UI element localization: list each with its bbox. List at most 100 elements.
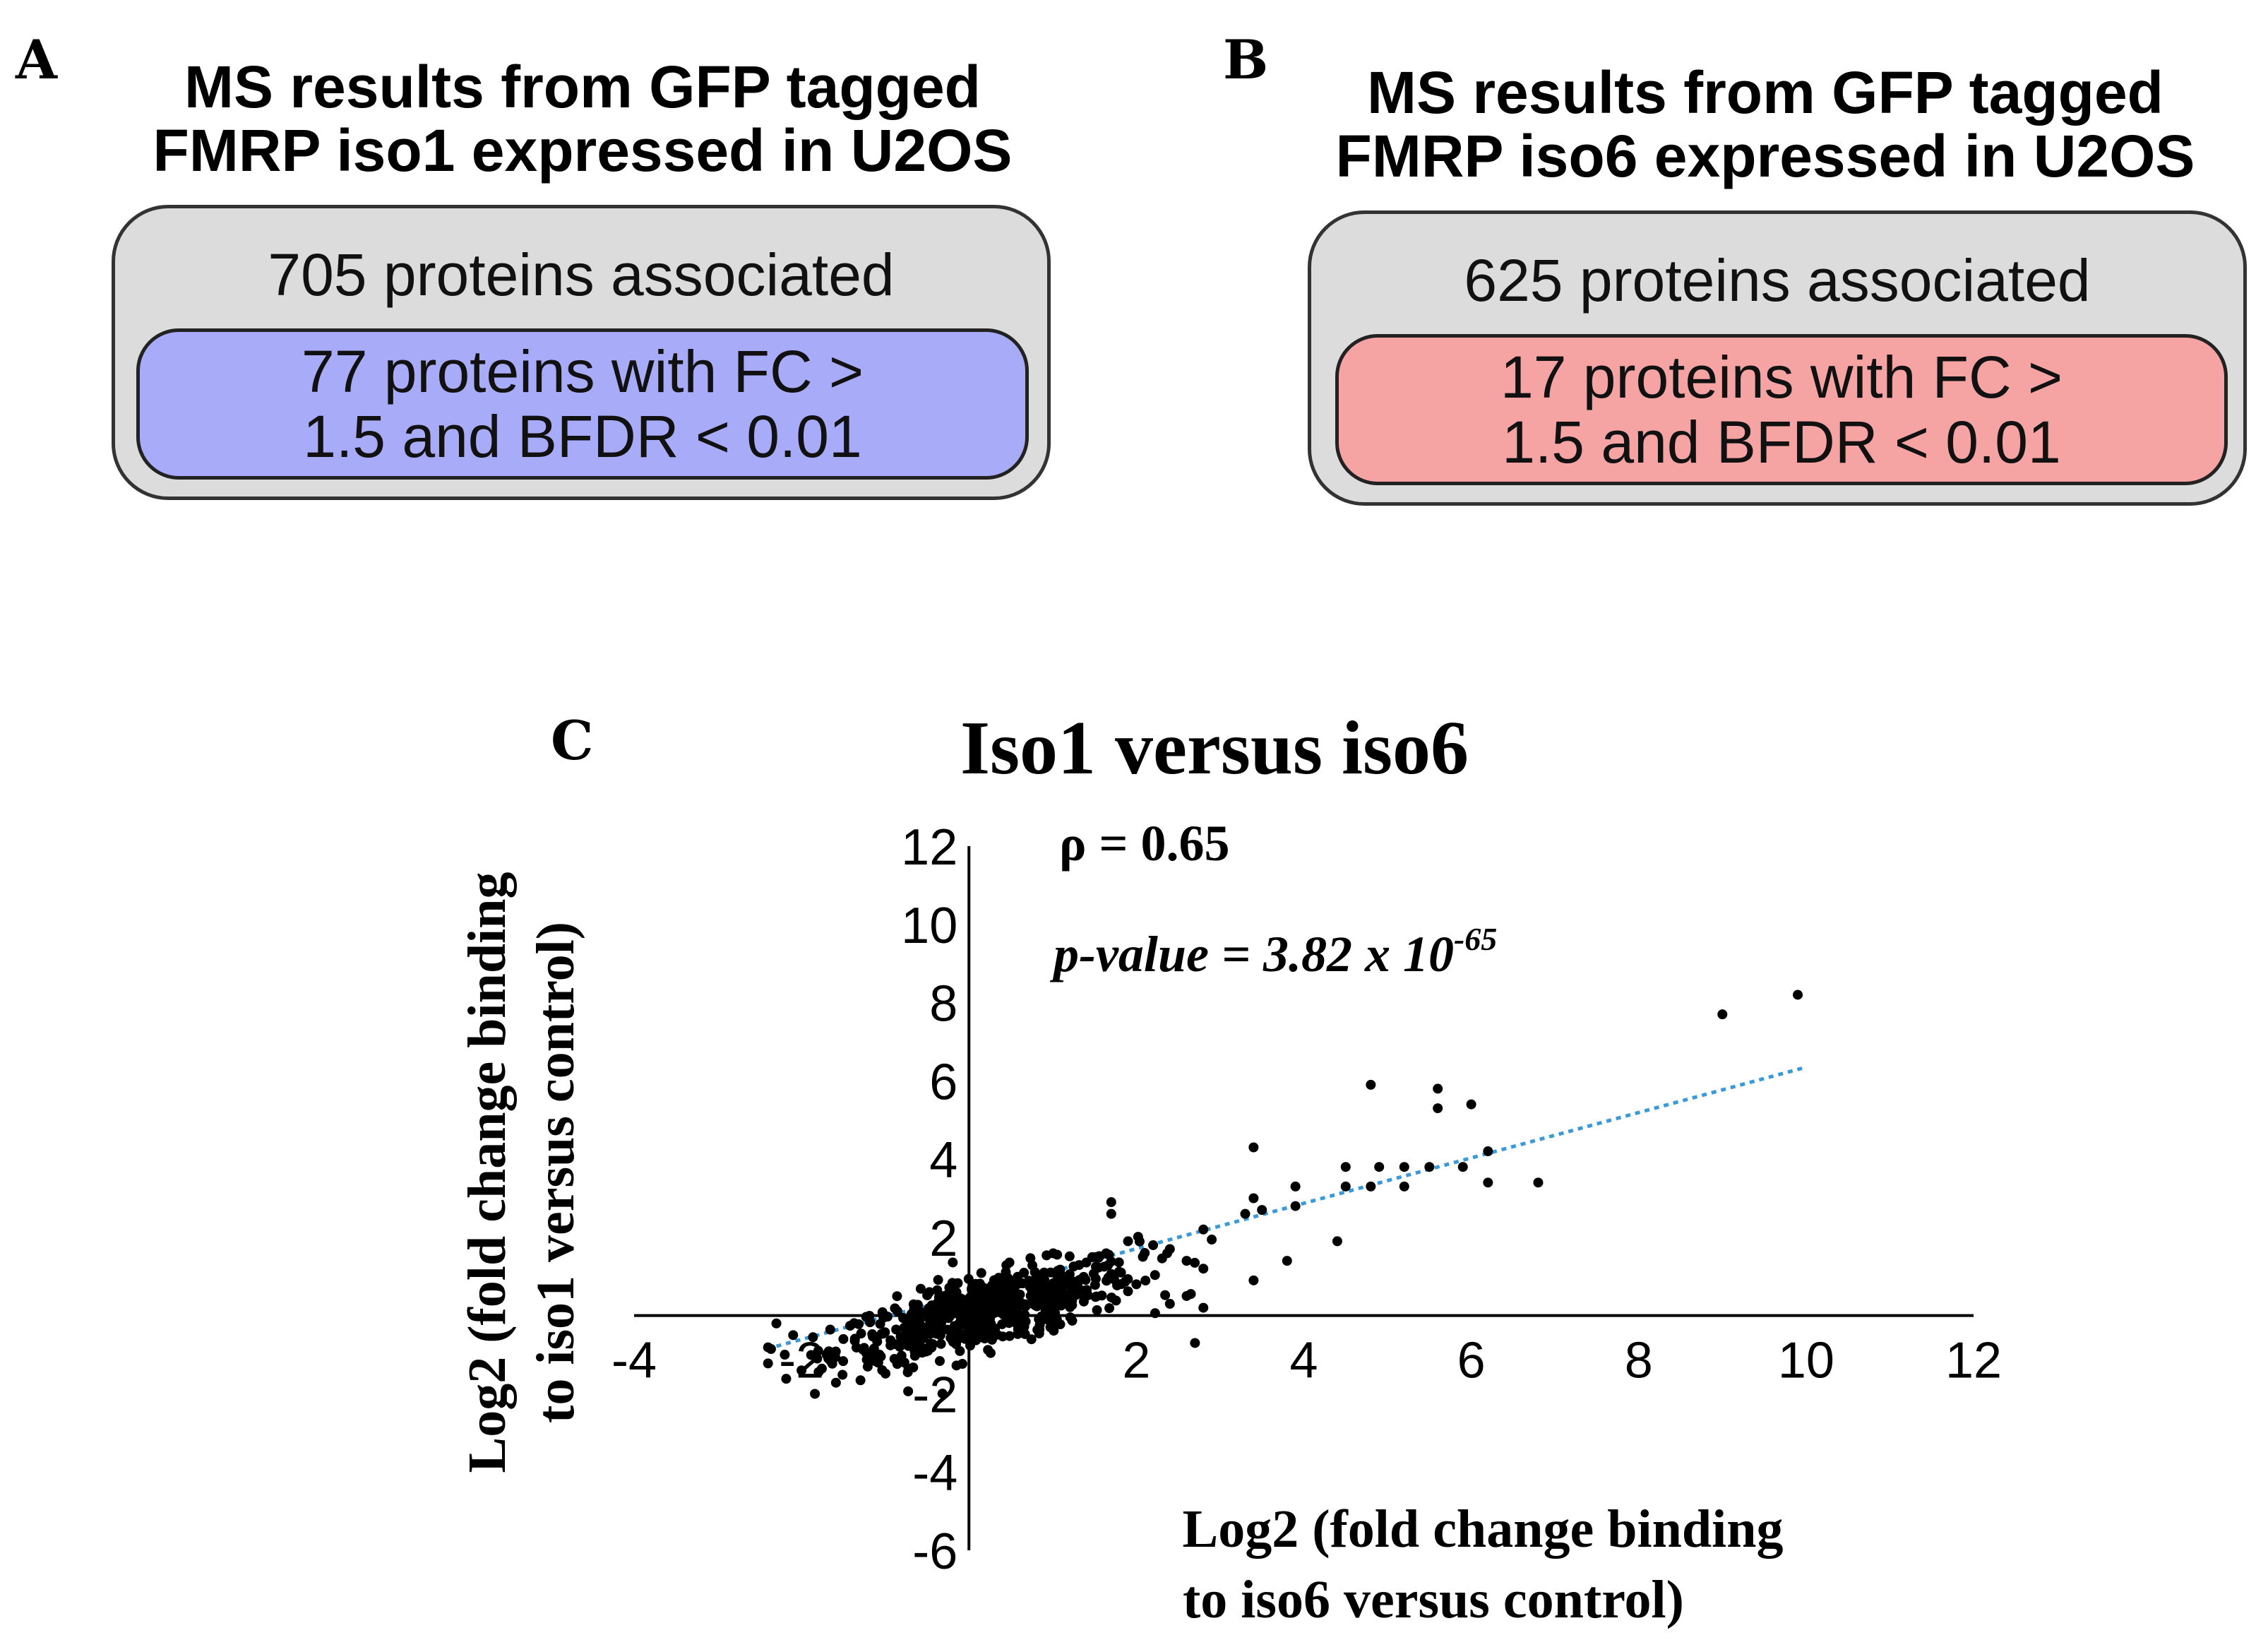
data-point bbox=[825, 1324, 835, 1335]
data-point bbox=[981, 1316, 991, 1326]
data-point bbox=[1049, 1295, 1059, 1305]
data-point bbox=[995, 1274, 1005, 1285]
data-point bbox=[1374, 1162, 1385, 1172]
data-point bbox=[1198, 1264, 1209, 1274]
x-tick-label: 10 bbox=[1778, 1333, 1834, 1389]
chart-axes bbox=[634, 846, 1974, 1550]
panel-a-filtered-line2: 1.5 and BFDR < 0.01 bbox=[303, 403, 862, 470]
data-point bbox=[892, 1359, 902, 1369]
data-point bbox=[909, 1345, 920, 1356]
data-point bbox=[838, 1333, 849, 1344]
data-point bbox=[1034, 1324, 1045, 1335]
data-point bbox=[1483, 1146, 1493, 1157]
data-point bbox=[1068, 1261, 1079, 1272]
data-point bbox=[947, 1335, 957, 1345]
tick-labels: -4 2 4 6 8 10 12 -2 12 10 8 6 4 2 -2 -4 -6 bbox=[611, 819, 2002, 1580]
data-point bbox=[908, 1362, 919, 1373]
y-tick-label: 4 bbox=[929, 1132, 957, 1189]
data-point bbox=[830, 1377, 841, 1388]
x-tick-label: -2 bbox=[779, 1333, 824, 1389]
data-point bbox=[1483, 1177, 1493, 1188]
data-point bbox=[917, 1312, 927, 1323]
data-point bbox=[1190, 1257, 1200, 1268]
data-point bbox=[898, 1313, 909, 1324]
data-point bbox=[873, 1357, 883, 1368]
data-point bbox=[1101, 1248, 1111, 1259]
data-point bbox=[1157, 1253, 1167, 1264]
pvalue-annotation: p-value = 3.82 x 10-65 bbox=[1049, 921, 1497, 982]
data-point bbox=[1793, 990, 1803, 1000]
data-point bbox=[1366, 1181, 1376, 1192]
data-point bbox=[1340, 1162, 1351, 1172]
y-tick-label: 10 bbox=[901, 898, 957, 954]
data-point bbox=[970, 1278, 981, 1289]
data-point bbox=[985, 1348, 996, 1358]
x-tick-label: 2 bbox=[1122, 1333, 1150, 1389]
x-tick-label: 12 bbox=[1945, 1333, 2002, 1389]
data-point bbox=[1053, 1266, 1063, 1276]
data-point bbox=[982, 1288, 993, 1299]
data-point bbox=[936, 1338, 946, 1349]
panel-a-associated-text: 705 proteins associated bbox=[268, 242, 895, 308]
data-point bbox=[937, 1389, 948, 1399]
data-point bbox=[1020, 1317, 1031, 1327]
data-point bbox=[823, 1346, 834, 1357]
data-point bbox=[1063, 1291, 1074, 1302]
data-point bbox=[1002, 1311, 1013, 1321]
data-point bbox=[902, 1324, 912, 1335]
data-point bbox=[780, 1350, 790, 1360]
data-point bbox=[911, 1325, 921, 1336]
data-point bbox=[891, 1324, 902, 1335]
data-point bbox=[771, 1318, 782, 1329]
data-point bbox=[1091, 1291, 1102, 1302]
data-point bbox=[1198, 1302, 1209, 1313]
y-tick-label: -6 bbox=[912, 1523, 957, 1580]
chart-title: Iso1 versus iso6 bbox=[960, 706, 1469, 790]
panel-a-associated-box: 705 proteins associated 77 proteins with… bbox=[112, 205, 1051, 500]
data-point bbox=[1114, 1257, 1124, 1268]
data-point bbox=[936, 1303, 947, 1314]
data-point bbox=[1131, 1279, 1142, 1290]
data-point bbox=[1020, 1299, 1030, 1309]
data-point bbox=[951, 1360, 962, 1371]
data-point bbox=[965, 1341, 975, 1351]
data-point bbox=[1017, 1278, 1028, 1289]
data-point bbox=[823, 1353, 834, 1364]
data-point bbox=[1248, 1193, 1259, 1204]
data-point bbox=[997, 1290, 1008, 1301]
y-tick-label: -4 bbox=[912, 1445, 957, 1502]
data-point bbox=[1424, 1162, 1435, 1172]
panel-a-title-line2: FMRP iso1 expressed in U2OS bbox=[153, 117, 1013, 184]
data-point bbox=[796, 1365, 807, 1376]
data-point bbox=[1034, 1314, 1044, 1324]
data-point bbox=[1092, 1305, 1102, 1315]
pvalue-exponent: -65 bbox=[1454, 921, 1497, 957]
panel-b-label: B bbox=[1223, 28, 1269, 91]
data-point bbox=[813, 1345, 823, 1356]
data-point bbox=[1050, 1307, 1061, 1318]
data-point bbox=[1150, 1308, 1160, 1319]
y-axis-label-line1: Log2 (fold change binding bbox=[458, 872, 517, 1473]
data-point bbox=[1133, 1232, 1143, 1242]
data-point bbox=[880, 1327, 890, 1338]
data-point bbox=[926, 1319, 936, 1329]
data-point bbox=[1027, 1298, 1038, 1309]
data-point bbox=[1031, 1288, 1042, 1298]
data-point bbox=[963, 1273, 974, 1284]
data-point bbox=[915, 1283, 926, 1294]
data-point bbox=[1433, 1103, 1443, 1114]
data-point bbox=[999, 1298, 1010, 1309]
data-point bbox=[1466, 1099, 1476, 1110]
panel-b-filtered-text: 17 proteins with FC > 1.5 and BFDR < 0.0… bbox=[1500, 345, 2063, 475]
data-point bbox=[948, 1299, 958, 1309]
data-point bbox=[806, 1350, 816, 1360]
data-point bbox=[1078, 1285, 1088, 1296]
data-point bbox=[1717, 1009, 1728, 1020]
data-point bbox=[967, 1321, 978, 1332]
pvalue-text: p-value = 3.82 x 10 bbox=[1049, 926, 1454, 982]
data-point bbox=[1198, 1224, 1209, 1235]
data-point bbox=[1106, 1197, 1116, 1208]
data-point bbox=[1004, 1257, 1015, 1268]
data-point bbox=[867, 1329, 878, 1340]
data-point bbox=[906, 1336, 917, 1346]
